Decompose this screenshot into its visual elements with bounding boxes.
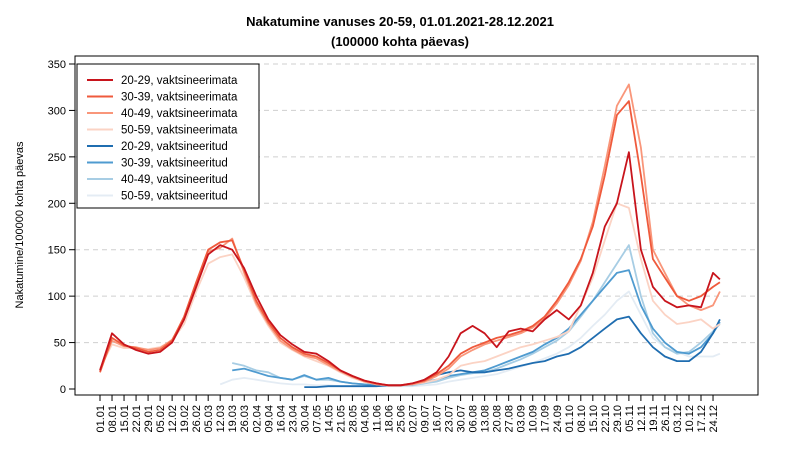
x-tick-label: 02.07 — [408, 405, 420, 433]
x-tick-label: 23.04 — [287, 405, 299, 433]
x-tick-label: 10.12 — [684, 405, 696, 433]
x-tick-label: 29.10 — [612, 405, 624, 433]
y-tick-label: 300 — [48, 105, 66, 117]
series-line-20-29-vaktsineeritud — [304, 315, 721, 389]
x-tick-label: 09.04 — [263, 405, 275, 433]
x-tick-label: 25.06 — [396, 405, 408, 433]
y-tick-label: 0 — [60, 384, 66, 396]
x-tick-label: 19.11 — [648, 405, 660, 432]
x-tick-label: 02.04 — [251, 405, 263, 433]
x-tick-label: 17.12 — [696, 405, 708, 433]
x-tick-label: 27.08 — [504, 405, 516, 433]
x-tick-label: 05.11 — [624, 405, 636, 432]
y-tick-label: 250 — [48, 152, 66, 164]
y-tick-label: 200 — [48, 198, 66, 210]
x-tick-label: 20.08 — [492, 405, 504, 433]
x-tick-label: 08.10 — [576, 405, 588, 433]
legend-label: 30-39, vaktsineeritud — [121, 158, 228, 170]
x-tick-label: 13.08 — [480, 405, 492, 433]
x-tick-label: 11.06 — [371, 405, 383, 432]
legend-box — [76, 63, 260, 209]
x-tick-label: 30.07 — [456, 405, 468, 433]
x-tick-label: 24.09 — [552, 405, 564, 433]
x-tick-label: 23.07 — [444, 405, 456, 433]
x-tick-label: 15.10 — [588, 405, 600, 433]
x-tick-label: 08.01 — [107, 405, 119, 433]
x-tick-label: 26.02 — [191, 405, 203, 433]
x-tick-label: 19.02 — [179, 405, 191, 433]
legend-label: 40-49, vaktsineeritud — [121, 174, 228, 186]
x-tick-label: 28.05 — [347, 405, 359, 433]
x-tick-label: 09.07 — [420, 405, 432, 433]
x-tick-label: 24.12 — [708, 405, 720, 433]
x-tick-label: 30.04 — [299, 405, 311, 433]
chart-subtitle: (100000 kohta päevas) — [331, 34, 469, 49]
x-tick-label: 17.09 — [540, 405, 552, 433]
x-tick-label: 26.11 — [660, 405, 672, 432]
x-tick-label: 03.12 — [672, 405, 684, 433]
legend-label: 40-49, vaktsineerimata — [121, 108, 238, 120]
chart-title: Nakatumine vanuses 20-59, 01.01.2021-28.… — [246, 14, 554, 29]
x-tick-label: 12.02 — [167, 405, 179, 433]
x-tick-label: 05.02 — [155, 405, 167, 433]
x-tick-label: 01.01 — [95, 405, 107, 433]
series-line-30-39-vaktsineeritud — [232, 269, 721, 387]
x-tick-label: 06.08 — [468, 405, 480, 433]
legend-label: 20-29, vaktsineerimata — [121, 75, 238, 87]
x-tick-label: 12.03 — [215, 405, 227, 433]
legend-label: 50-59, vaktsineeritud — [121, 191, 228, 203]
x-tick-label: 26.03 — [239, 405, 251, 433]
x-tick-label: 19.03 — [227, 405, 239, 433]
x-tick-label: 03.09 — [516, 405, 528, 433]
x-tick-label: 21.05 — [335, 405, 347, 433]
x-tick-label: 10.09 — [528, 405, 540, 433]
x-tick-label: 18.06 — [383, 405, 395, 433]
x-tick-label: 22.01 — [131, 405, 143, 433]
y-tick-label: 350 — [48, 59, 66, 71]
y-tick-label: 150 — [48, 245, 66, 257]
legend-label: 50-59, vaktsineerimata — [121, 125, 238, 137]
x-tick-label: 04.06 — [359, 405, 371, 433]
x-tick-label: 05.03 — [203, 405, 215, 433]
x-tick-label: 12.11 — [636, 405, 648, 432]
x-tick-label: 22.10 — [600, 405, 612, 433]
legend-label: 30-39, vaktsineerimata — [121, 92, 238, 104]
x-tick-label: 14.05 — [323, 405, 335, 433]
y-axis-label: Nakatumine/100000 kohta päevas — [14, 141, 26, 308]
x-tick-label: 29.01 — [143, 405, 155, 433]
series-line-20-29-vaktsineerimata — [99, 151, 721, 387]
series-line-50-59-vaktsineeritud — [219, 290, 721, 388]
x-tick-label: 15.01 — [119, 405, 131, 433]
x-tick-label: 16.07 — [432, 405, 444, 433]
x-tick-label: 07.05 — [311, 405, 323, 433]
y-tick-label: 50 — [54, 338, 66, 350]
legend-label: 20-29, vaktsineeritud — [121, 141, 228, 153]
x-tick-label: 16.04 — [275, 405, 287, 433]
x-tick-label: 01.10 — [564, 405, 576, 433]
plot-frame — [74, 55, 759, 396]
y-tick-label: 100 — [48, 291, 66, 303]
